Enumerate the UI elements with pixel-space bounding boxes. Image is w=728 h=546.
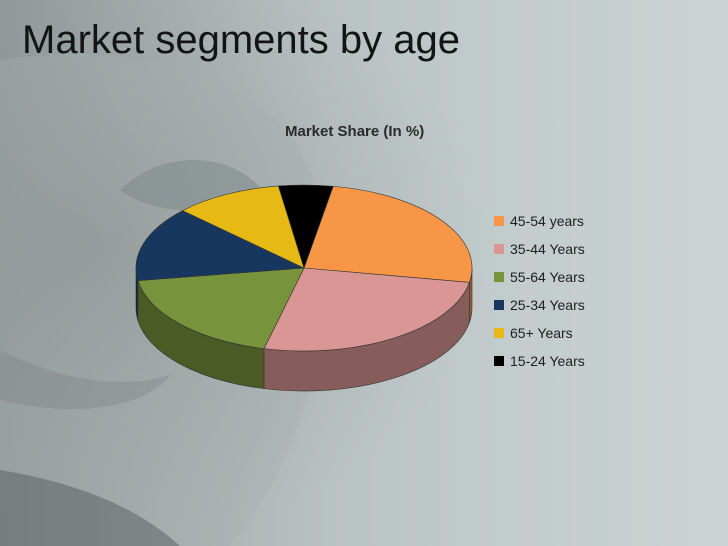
chart-legend: 45-54 years 35-44 Years 55-64 Years 25-34 Y…	[494, 207, 585, 375]
legend-item: 15-24 Years	[494, 347, 585, 375]
legend-item: 35-44 Years	[494, 235, 585, 263]
pie-slice	[303, 185, 473, 283]
legend-swatch	[494, 244, 504, 254]
legend-label: 25-34 Years	[510, 297, 585, 313]
legend-swatch	[494, 216, 504, 226]
legend-item: 65+ Years	[494, 319, 585, 347]
slide-title: Market segments by age	[22, 18, 460, 62]
chart-title: Market Share (In %)	[285, 123, 425, 140]
legend-item: 25-34 Years	[494, 291, 585, 319]
pie-slice	[263, 267, 470, 352]
pie-slice	[278, 184, 334, 269]
legend-label: 35-44 Years	[510, 241, 585, 257]
legend-swatch	[494, 328, 504, 338]
legend-swatch	[494, 272, 504, 282]
legend-swatch	[494, 300, 504, 310]
pie-slice	[137, 267, 305, 349]
legend-label: 45-54 years	[510, 213, 584, 229]
legend-label: 55-64 Years	[510, 269, 585, 285]
legend-item: 45-54 years	[494, 207, 585, 235]
legend-label: 15-24 Years	[510, 353, 585, 369]
legend-swatch	[494, 356, 504, 366]
legend-label: 65+ Years	[510, 325, 573, 341]
pie-slice	[135, 210, 306, 281]
legend-item: 55-64 Years	[494, 263, 585, 291]
pie-slice	[181, 185, 305, 269]
